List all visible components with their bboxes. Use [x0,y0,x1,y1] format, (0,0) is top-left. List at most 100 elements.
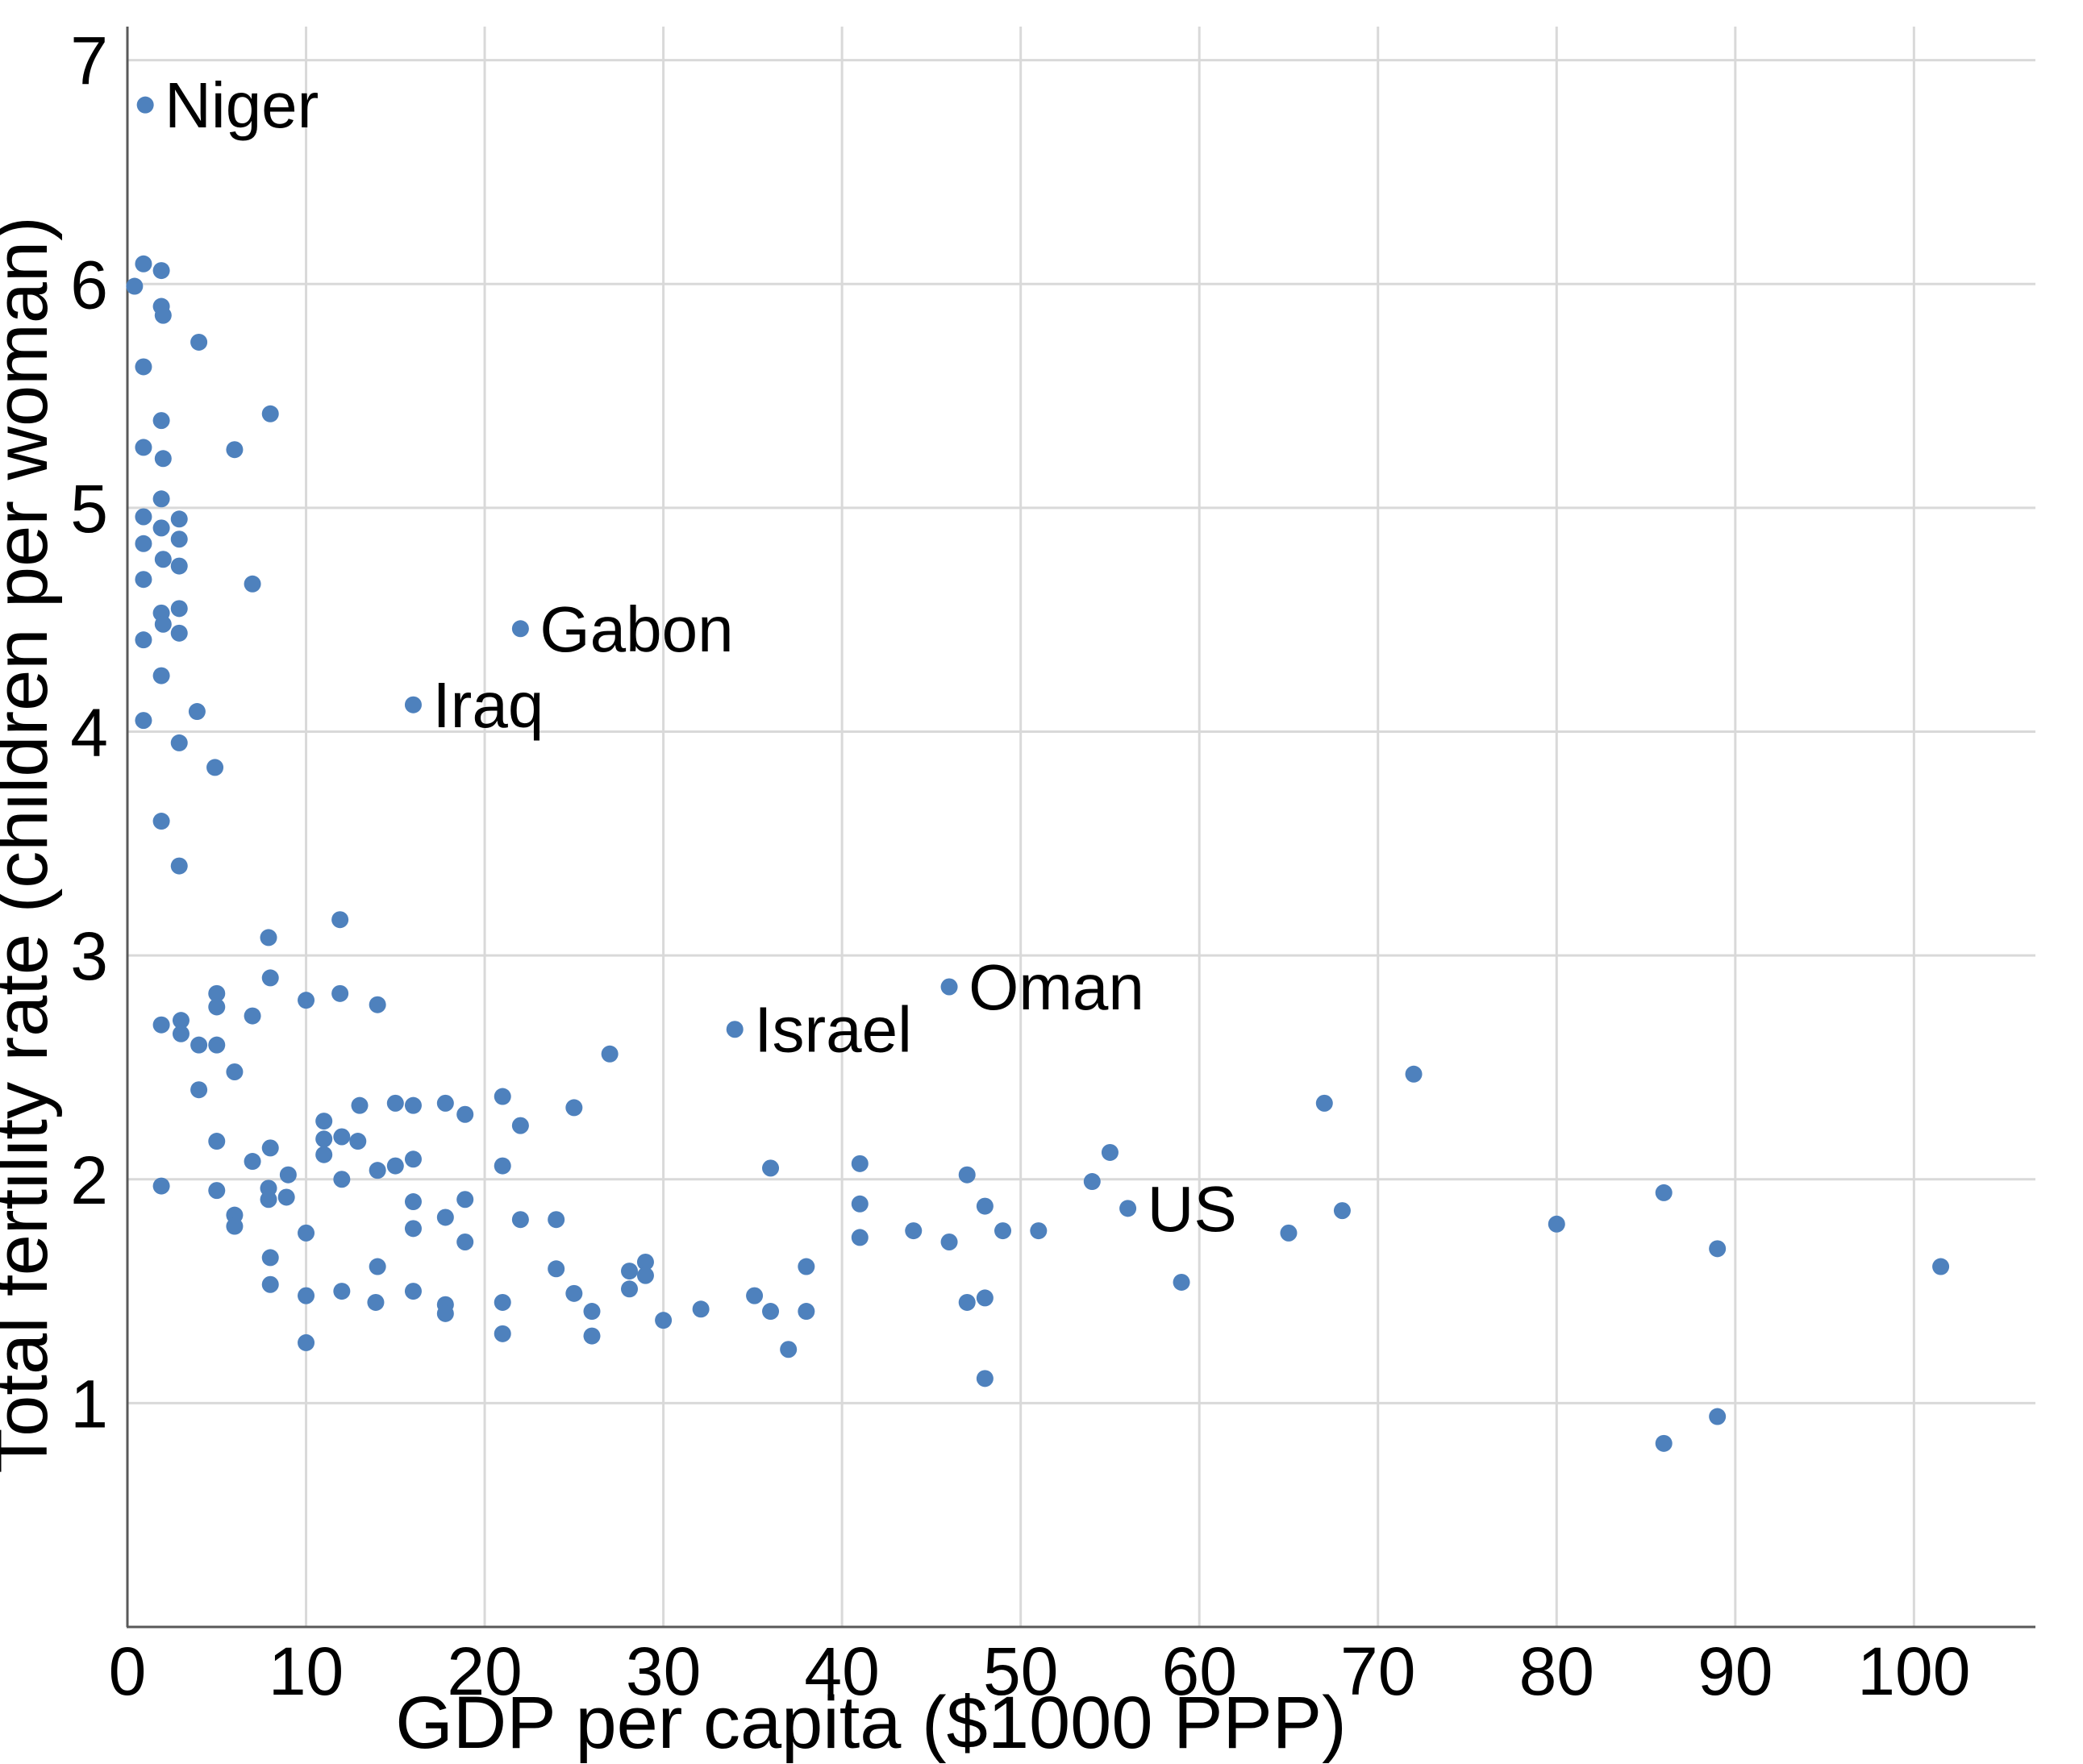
x-tick-label: 60 [1161,1633,1236,1709]
data-point [170,600,188,618]
data-point [1548,1215,1565,1233]
data-point [798,1258,815,1275]
data-point [798,1303,815,1321]
data-point [135,631,152,649]
annotation-label-us: US [1148,1173,1237,1245]
data-point [780,1341,798,1358]
data-point [404,1283,422,1300]
data-point [298,1224,315,1242]
y-tick-label: 5 [70,471,108,547]
data-point [404,1193,422,1211]
data-point [261,1249,279,1267]
data-point [244,1007,261,1025]
data-point [261,1275,279,1293]
data-point [692,1300,710,1318]
data-point [456,1105,474,1123]
data-point [208,1133,226,1150]
data-point [172,1012,190,1030]
data-point [170,557,188,575]
data-point [170,530,188,548]
data-point [1119,1200,1137,1217]
data-point [404,1096,422,1114]
data-point [762,1303,780,1321]
data-point [583,1327,601,1345]
x-tick-label: 90 [1698,1633,1773,1709]
data-point [456,1233,474,1250]
data-point [126,277,144,295]
data-point [494,1293,511,1311]
data-point [1709,1408,1727,1425]
data-point [333,1171,351,1188]
data-point [494,1088,511,1105]
data-point [279,1166,297,1184]
data-point [1655,1434,1673,1452]
data-point [1315,1094,1333,1112]
data-point [298,1333,315,1351]
annotation-label-iraq: Iraq [432,669,544,741]
y-tick-label: 3 [70,918,108,994]
data-point [1101,1143,1119,1161]
data-point [1280,1224,1298,1242]
x-tick-label: 100 [1857,1633,1970,1709]
data-point [511,1211,529,1229]
data-point [152,412,170,430]
data-point [655,1312,673,1329]
data-point [762,1159,780,1177]
data-point [494,1325,511,1342]
y-tick-label: 1 [70,1366,108,1442]
data-point [226,1063,244,1080]
data-point [404,1150,422,1168]
data-point [905,1222,923,1240]
data-point [331,911,349,929]
data-point [135,255,152,273]
data-point [152,262,170,280]
data-point [152,1016,170,1034]
data-point [958,1293,976,1311]
y-axis-title: Total fertility rate (children per woman… [0,216,63,1473]
data-point [315,1130,333,1148]
data-point [154,615,172,633]
data-point [136,96,154,114]
data-point [135,439,152,456]
data-point [621,1263,639,1280]
data-point [583,1303,601,1321]
data-point [851,1155,869,1172]
data-point [152,667,170,684]
data-point [386,1157,404,1175]
annotation-label-israel: Israel [754,994,912,1066]
data-point [548,1211,565,1229]
data-point [940,978,958,996]
data-point [261,405,279,422]
x-tick-label: 40 [804,1633,879,1709]
data-point [940,1233,958,1250]
data-point [976,1197,994,1215]
data-point [511,1117,529,1134]
data-point [1173,1273,1190,1291]
data-point [601,1045,619,1063]
data-point [404,696,422,714]
data-point [298,1287,315,1304]
data-point [208,1036,226,1054]
data-point [206,759,224,776]
data-point [260,1191,277,1209]
data-point [1932,1258,1950,1275]
x-tick-label: 10 [269,1633,344,1709]
data-point [170,624,188,642]
data-point [1030,1222,1048,1240]
x-tick-label: 50 [983,1633,1058,1709]
data-point [190,1081,208,1099]
data-point [349,1133,367,1150]
data-point [1083,1173,1101,1191]
data-point [190,1036,208,1054]
y-tick-label: 4 [70,695,108,771]
data-point [994,1222,1012,1240]
x-tick-label: 80 [1519,1633,1594,1709]
data-point [958,1166,976,1184]
data-point [621,1280,639,1298]
data-point [152,1177,170,1195]
data-point [226,441,244,459]
data-point [152,490,170,508]
data-point [244,575,261,593]
data-point [726,1021,744,1038]
